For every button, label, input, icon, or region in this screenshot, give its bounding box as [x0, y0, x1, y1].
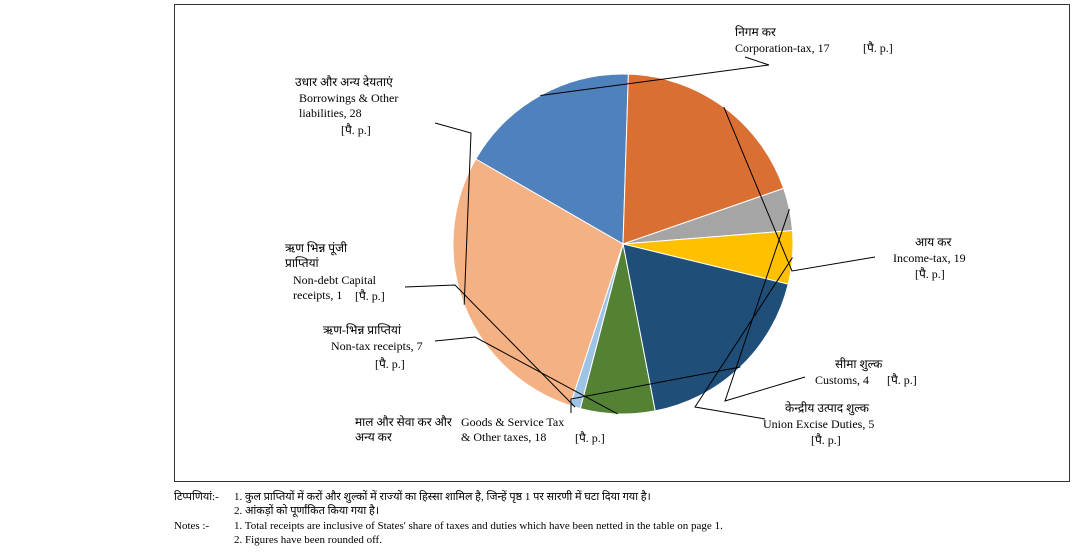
- slice-label-hi: उधार और अन्य देयताएं: [295, 75, 393, 90]
- slice-label-hi: माल और सेवा कर औरअन्य कर: [355, 415, 452, 445]
- slice-label-en: Income-tax, 19: [893, 251, 966, 266]
- slice-unit: [पै. p.]: [355, 289, 385, 304]
- notes-block: टिप्पणियां:- 1. कुल प्राप्तियों में करों…: [174, 490, 1070, 547]
- slice-label-hi: ऋण-भिन्न प्राप्तियां: [323, 323, 401, 338]
- slice-label-en: Borrowings & Otherliabilities, 28: [299, 91, 398, 121]
- slice-label-en: Goods & Service Tax& Other taxes, 18: [461, 415, 564, 445]
- notes-label-en: Notes :-: [174, 519, 234, 548]
- notes-en-line: 1. Total receipts are inclusive of State…: [234, 519, 1070, 533]
- slice-label-en: Union Excise Duties, 5: [763, 417, 874, 432]
- slice-unit: [पै. p.]: [811, 433, 841, 448]
- notes-hi-line: 1. कुल प्राप्तियों में करों और शुल्कों म…: [234, 490, 1070, 504]
- notes-body-en: 1. Total receipts are inclusive of State…: [234, 519, 1070, 548]
- slice-label-hi: सीमा शुल्क: [835, 357, 882, 372]
- slice-unit: [पै. p.]: [915, 267, 945, 282]
- slice-label-en: Non-tax receipts, 7: [331, 339, 423, 354]
- slice-label-en: Customs, 4: [815, 373, 869, 388]
- notes-body-hi: 1. कुल प्राप्तियों में करों और शुल्कों म…: [234, 490, 1070, 519]
- notes-label-hi: टिप्पणियां:-: [174, 490, 234, 519]
- slice-label-hi: ऋण भिन्न पूंजीप्राप्तियां: [285, 241, 347, 271]
- slice-label-hi: केन्द्रीय उत्पाद शुल्क: [785, 401, 869, 416]
- slice-label-hi: आय कर: [915, 235, 951, 250]
- chart-container: निगम करCorporation-tax, 17 [पै. p.] आय करI…: [174, 4, 1070, 482]
- notes-hi-line: 2. आंकड़ों को पूर्णांकित किया गया है।: [234, 504, 1070, 518]
- slice-unit: [पै. p.]: [575, 431, 605, 446]
- page-root: निगम करCorporation-tax, 17 [पै. p.] आय करI…: [0, 0, 1076, 557]
- slice-unit: [पै. p.]: [375, 357, 405, 372]
- slice-label-en: Corporation-tax, 17: [735, 41, 830, 56]
- slice-label-hi: निगम कर: [735, 25, 776, 40]
- notes-en-line: 2. Figures have been rounded off.: [234, 533, 1070, 547]
- slice-unit: [पै. p.]: [887, 373, 917, 388]
- slice-unit: [पै. p.]: [863, 41, 893, 56]
- slice-unit: [पै. p.]: [341, 123, 371, 138]
